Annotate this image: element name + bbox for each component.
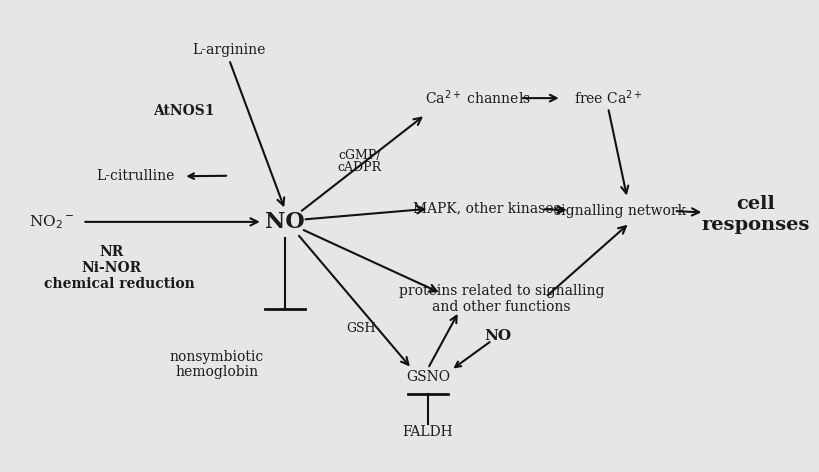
Text: Ni-NOR: Ni-NOR [81, 261, 141, 275]
Text: cGMP/: cGMP/ [338, 149, 381, 161]
Text: GSH: GSH [346, 322, 376, 335]
Text: NO: NO [265, 211, 305, 233]
Text: cell
responses: cell responses [700, 195, 808, 234]
Text: L-citrulline: L-citrulline [96, 169, 174, 183]
Text: NR: NR [99, 245, 123, 260]
Text: proteins related to signalling: proteins related to signalling [398, 284, 604, 298]
Text: chemical reduction: chemical reduction [44, 277, 194, 291]
Text: and other functions: and other functions [432, 300, 570, 313]
Text: GSNO: GSNO [405, 370, 450, 384]
Text: free Ca$^{2+}$: free Ca$^{2+}$ [573, 89, 641, 108]
Text: NO: NO [483, 329, 510, 343]
Text: cADPR: cADPR [337, 161, 382, 174]
Text: AtNOS1: AtNOS1 [152, 104, 214, 118]
Text: Ca$^{2+}$ channels: Ca$^{2+}$ channels [424, 89, 530, 108]
Text: hemoglobin: hemoglobin [175, 365, 258, 379]
Text: L-arginine: L-arginine [192, 43, 265, 57]
Text: signalling network: signalling network [554, 204, 686, 218]
Text: FALDH: FALDH [402, 425, 453, 439]
Text: NO$_2$$^-$: NO$_2$$^-$ [29, 213, 74, 231]
Text: nonsymbiotic: nonsymbiotic [170, 350, 264, 364]
Text: MAPK, other kinases: MAPK, other kinases [413, 202, 560, 216]
